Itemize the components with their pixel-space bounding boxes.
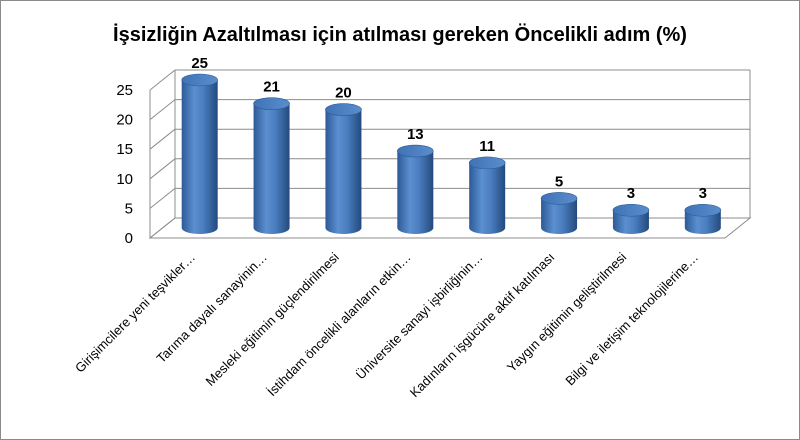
data-label: 21 [263,79,280,96]
y-tick-label: 15 [116,141,133,158]
grid-layer [148,69,752,239]
bar-top [253,97,290,110]
chart-title: İşsizliğin Azaltılması için atılması ger… [113,24,687,46]
data-label: 20 [335,85,352,102]
bar-body [469,162,506,234]
bar-body [181,80,218,234]
wall-line [149,128,176,150]
y-tick-label: 5 [125,200,133,217]
bar [540,192,578,234]
bar-body [612,210,649,234]
bar-top [540,192,578,205]
bar-top [181,73,218,87]
wall-line [149,99,176,120]
data-label: 3 [699,185,707,202]
bar [397,144,434,234]
category-label: Üniversite sanayi işbirliğinin… [353,250,486,383]
data-label: 25 [191,55,208,72]
bar [181,73,218,234]
category-label: İstihdam öncelikli alanların etkin… [264,250,414,400]
y-tick-label: 10 [116,171,133,188]
wall-line [149,69,176,91]
bar [684,203,722,234]
category-label: Kadınların işgücüne aktif katılması [407,250,558,401]
bar-top [397,144,434,158]
data-label: 11 [479,138,495,155]
bar-top [468,156,506,170]
bar [612,203,650,234]
wall-line [149,188,176,209]
bar-body [397,151,434,234]
category-label: Mesleki eğitimin güçlendirilmesi [202,249,341,388]
bar [325,103,362,234]
floor [148,217,752,239]
bar-top [325,103,362,116]
labels-layer: 0 5 10 15 20 25 25 Girişimcilere yeni teşvikler… [72,55,707,400]
data-label: 5 [555,173,563,190]
wall-line [149,158,176,180]
bar [253,97,290,235]
bar [468,156,506,234]
data-label: 13 [407,126,424,143]
bar-top [612,203,650,217]
bar-body [684,210,721,234]
data-label: 3 [627,185,635,202]
bar-top [684,203,722,217]
y-tick-label: 20 [116,112,133,129]
category-label: Yaygın eğitimin geliştirilmesi [504,249,629,374]
y-tick-label: 25 [116,82,133,99]
bars-layer [181,73,722,235]
bar-body [253,103,290,235]
y-tick-label: 0 [125,230,133,247]
bar-body [541,198,578,234]
category-label: Girişimcilere yeni teşvikler… [72,250,198,376]
category-label: Bilgi ve iletişim teknolojilerine… [562,250,701,389]
bar-body [325,109,362,234]
